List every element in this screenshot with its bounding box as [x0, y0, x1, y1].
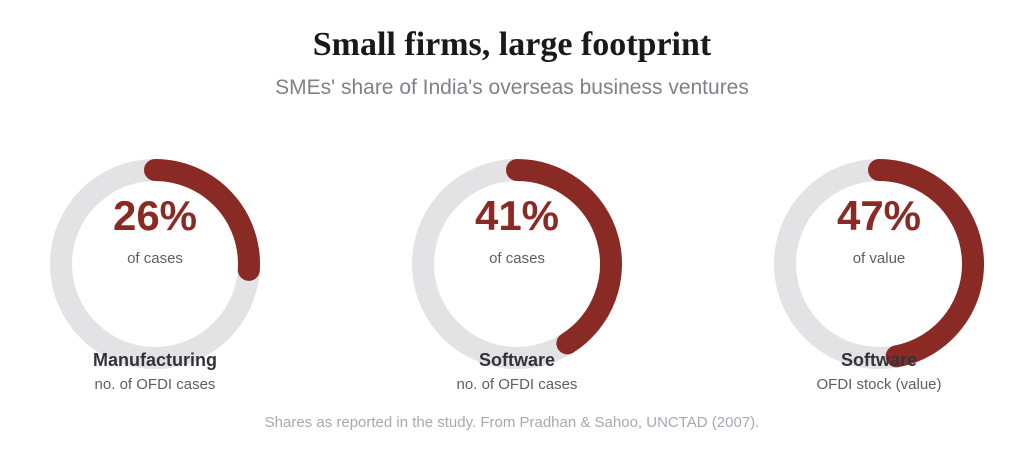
unit-label-software-value: of value: [852, 250, 906, 267]
donut-manufacturing-cases: 26% of cases Manufacturing no. of OFDI c…: [15, 124, 295, 404]
measure-label-manufacturing: no. of OFDI cases: [94, 376, 216, 393]
donut-svg-manufacturing: [50, 159, 260, 369]
donut-software-value: 47% of value Software OFDI stock (value): [739, 124, 1019, 404]
measure-label-software-value: OFDI stock (value): [816, 376, 942, 393]
unit-label-software-cases: of cases: [489, 250, 545, 267]
value-label-software-value: 47%: [836, 192, 922, 239]
value-label-manufacturing: 26%: [112, 192, 198, 239]
chart-title: Small firms, large footprint: [312, 26, 712, 63]
unit-label-manufacturing: of cases: [127, 250, 183, 267]
source-footnote: Shares as reported in the study. From Pr…: [264, 414, 760, 431]
measure-label-software-cases: no. of OFDI cases: [456, 376, 578, 393]
donut-arc-software-cases: [506, 159, 622, 355]
value-label-software-cases: 41%: [474, 192, 560, 239]
donut-software-cases: 41% of cases Software no. of OFDI cases: [377, 124, 657, 404]
category-label-software-cases: Software: [478, 350, 556, 370]
donut-svg-software-value: [774, 159, 984, 369]
donut-svg-software-cases: [412, 159, 622, 369]
category-label-software-value: Software: [840, 350, 918, 370]
donut-arc-software-value: [868, 159, 984, 368]
chart-subtitle: SMEs' share of India's overseas business…: [275, 76, 749, 99]
category-label-manufacturing: Manufacturing: [93, 350, 217, 370]
donut-arc-manufacturing: [144, 159, 260, 281]
